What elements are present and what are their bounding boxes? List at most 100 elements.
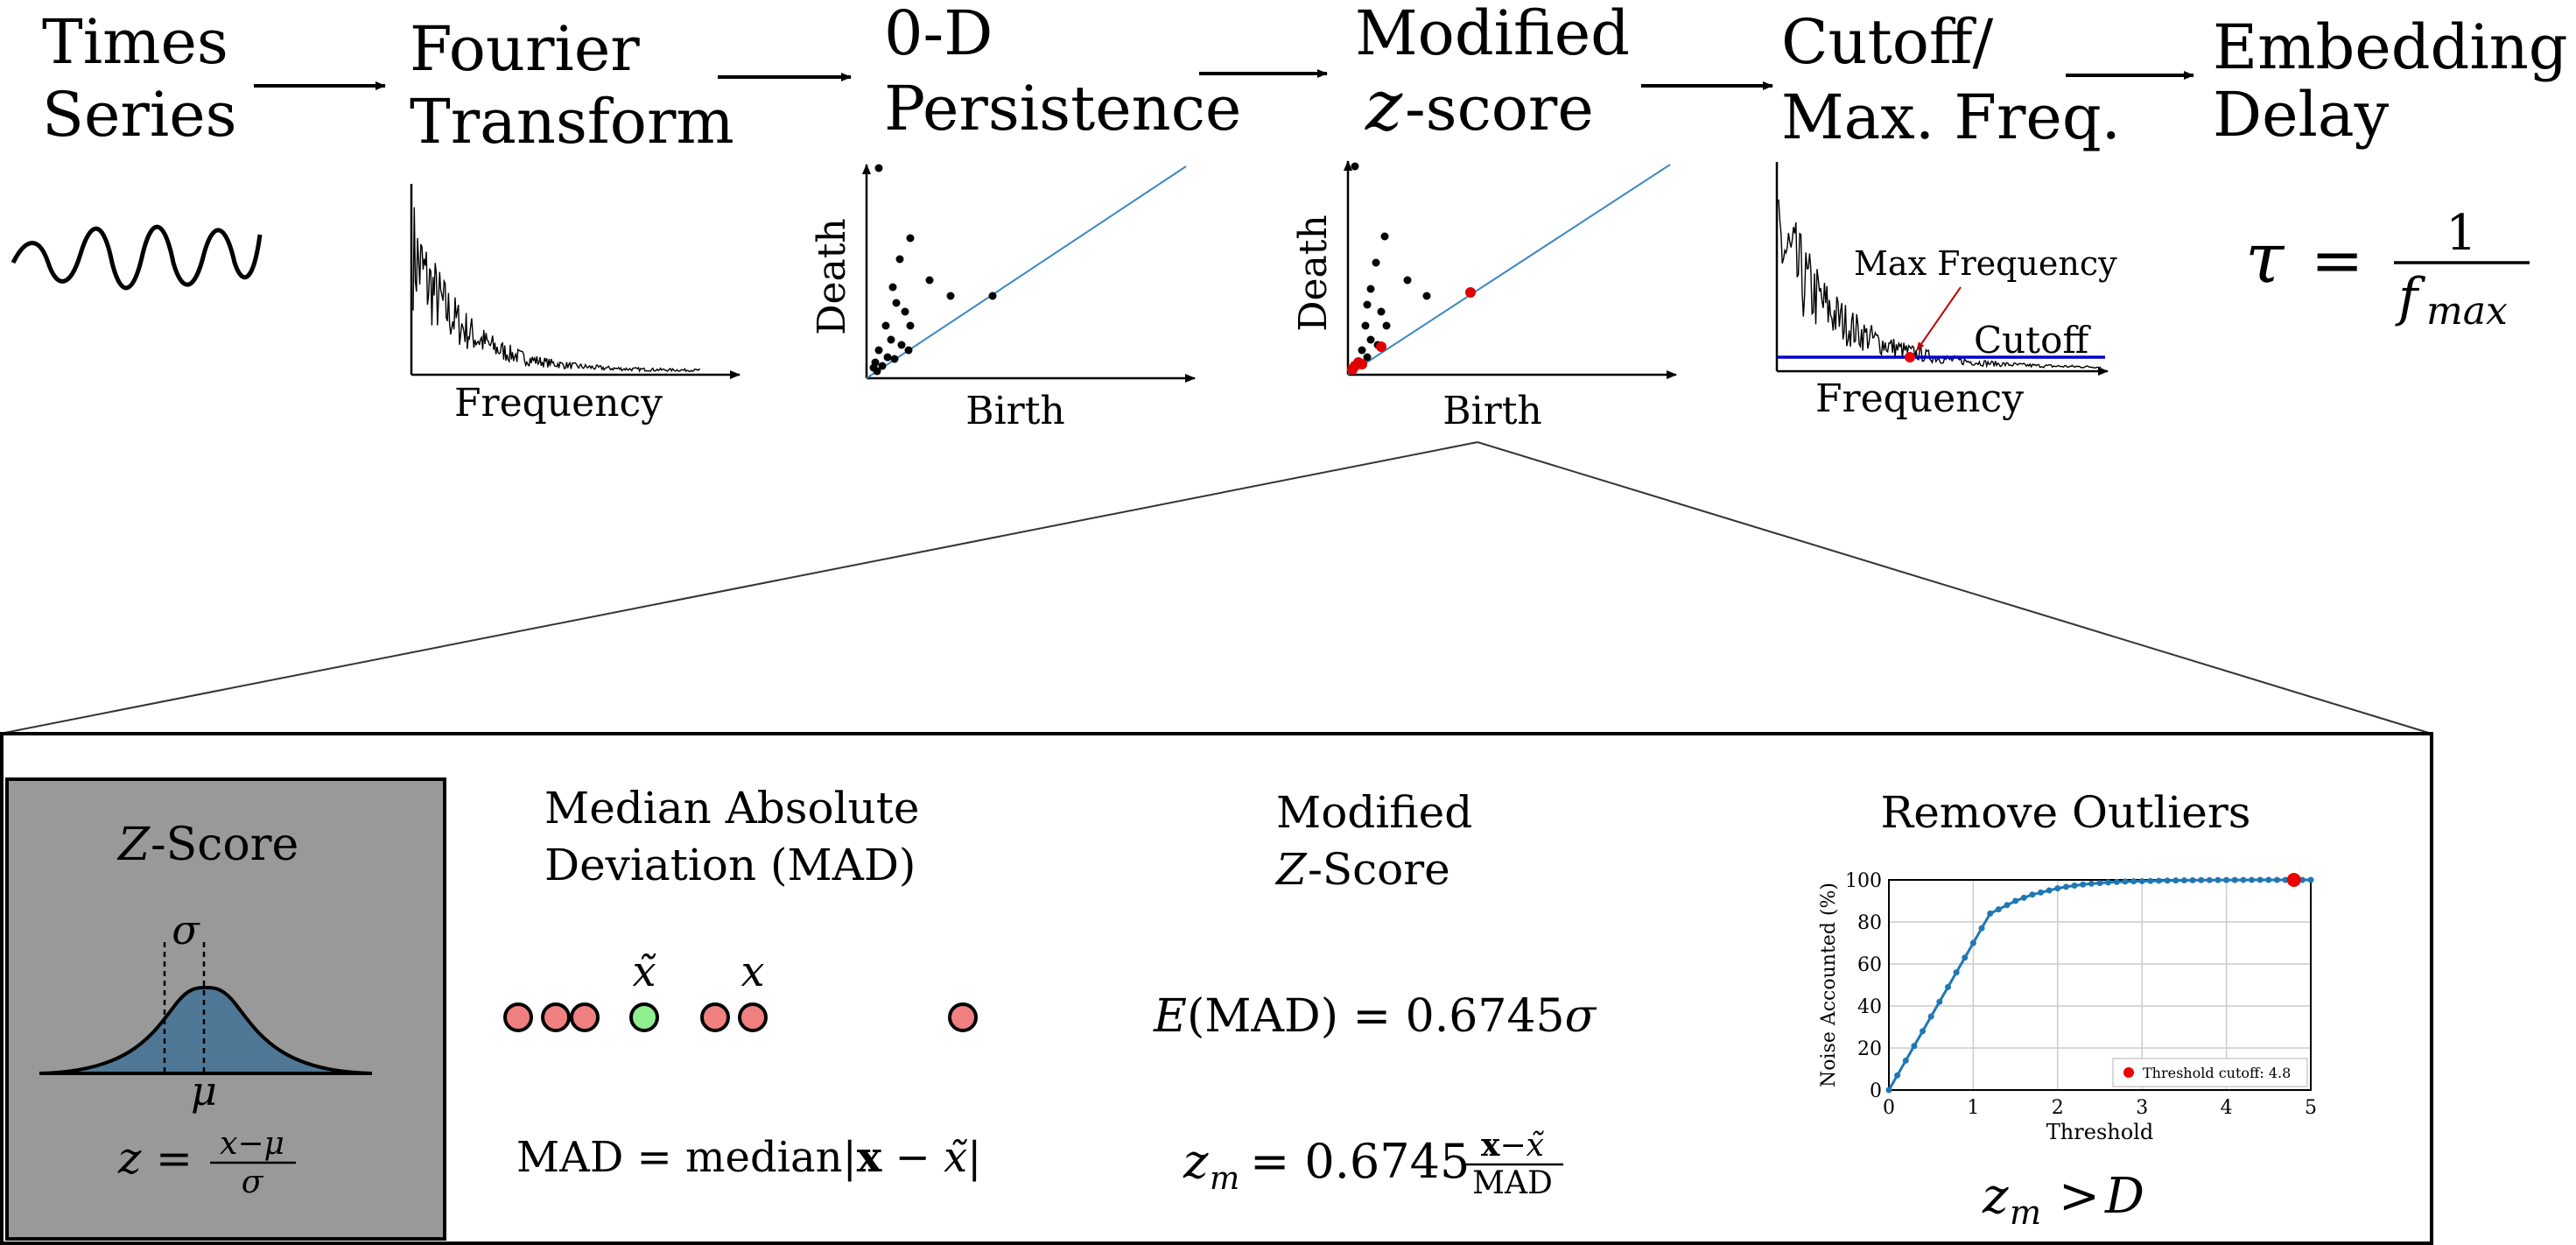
z-formula-lhs: z: [117, 1133, 142, 1184]
step-title-cutoff-line1: Cutoff/: [1781, 6, 1994, 78]
cutoff-plot: Max Frequency Cutoff Frequency: [1775, 162, 2117, 421]
zscore-diagonal: [1347, 164, 1671, 376]
series-point: [1978, 925, 1985, 932]
fourier-spectrum: [412, 207, 701, 373]
series-point: [1969, 939, 1976, 946]
fourier-plot: Frequency: [410, 184, 741, 426]
series-point: [1987, 910, 1994, 917]
series-point: [1944, 983, 1951, 990]
condition-sub: m: [2010, 1193, 2041, 1232]
step-title-cutoff-line2: Max. Freq.: [1781, 81, 2121, 153]
series-point: [2130, 878, 2137, 885]
zscore-ylabel: Death: [1291, 215, 1336, 332]
persistence-points: [869, 164, 997, 376]
zscore-point: [1403, 276, 1412, 285]
persistence-diagonal: [866, 165, 1187, 379]
series-point: [2231, 876, 2238, 883]
x-tick-label: 5: [2305, 1097, 2317, 1119]
persistence-point: [890, 355, 899, 363]
step-title-modified-var: z: [1365, 65, 1403, 146]
series-point: [2206, 876, 2213, 883]
series-point: [1894, 1072, 1901, 1079]
pipeline-titles: Times Series Fourier Transform 0-D Persi…: [42, 0, 2568, 158]
persistence-point: [988, 292, 997, 300]
y-tick-label: 20: [1857, 1038, 1882, 1060]
tau-symbol: τ: [2245, 217, 2285, 299]
step-title-persistence-line1: 0-D: [884, 0, 993, 69]
zscore-point: [1363, 353, 1372, 362]
persistence-point: [946, 292, 955, 300]
condition-op: >: [2059, 1168, 2100, 1225]
series-point: [2105, 879, 2112, 886]
threshold-cutoff-point: [2286, 873, 2301, 887]
series-point: [2020, 894, 2027, 901]
step-title-fourier-line2: Transform: [410, 86, 734, 158]
legend-box: [2112, 1058, 2308, 1087]
series-point: [2164, 877, 2171, 884]
zm-numerator-rest: −x̃: [1500, 1128, 1544, 1164]
series-point: [2147, 877, 2154, 884]
step-title-modified-line1: Modified: [1355, 0, 1630, 69]
zscore-title-var: Z: [116, 819, 151, 871]
zscore-panel: Z -Score σ μ z = x−μ σ: [5, 777, 446, 1241]
persistence-xlabel: Birth: [965, 389, 1064, 433]
zscore-point: [1377, 307, 1386, 316]
persistence-point: [888, 283, 897, 292]
embedding-numerator: 1: [2446, 205, 2477, 262]
mad-formula-rest: − x̃|: [881, 1133, 981, 1182]
fourier-xlabel: Frequency: [454, 381, 663, 426]
zscore-outlier-point: [1376, 341, 1386, 352]
step-title-times-series-line1: Times: [42, 6, 228, 78]
series-point: [1936, 998, 1943, 1005]
series-point: [1920, 1028, 1927, 1035]
series-point: [1927, 1013, 1934, 1020]
modified-z-panel: Modified Z -Score E(MAD) = 0.6745σ z m =…: [1153, 787, 1597, 1201]
outliers-panel: Remove Outliers 0 1 2 3 4 5 0 20 40 60 80 100 Thresh…: [1818, 787, 2317, 1232]
chart-frame: [1888, 879, 2312, 1091]
series-point: [1911, 1043, 1918, 1050]
zscore-point: [1366, 335, 1375, 344]
zscore-plot: Birth Death: [1291, 160, 1677, 433]
legend-marker: [2123, 1067, 2134, 1078]
zscore-point: [1358, 346, 1366, 355]
x-dot-label: x: [741, 947, 764, 996]
persistence-point: [883, 353, 892, 362]
x-tick-label: 0: [1883, 1097, 1895, 1119]
persistence-point: [874, 346, 883, 355]
max-frequency-marker: [1905, 352, 1915, 362]
zscore-point: [1366, 285, 1375, 293]
series-point: [2046, 887, 2053, 894]
series-point: [2096, 880, 2103, 887]
persistence-point: [906, 321, 915, 330]
zscore-outlier-point: [1357, 359, 1367, 369]
series-point: [2113, 878, 2120, 885]
gaussian-curve: [39, 985, 373, 1075]
embedding-formula: τ = 1 f max: [2245, 205, 2530, 334]
series-point: [2273, 876, 2280, 883]
modified-z-title-var: Z: [1274, 844, 1308, 895]
series-point: [2054, 885, 2061, 892]
time-series-wave-icon: [11, 224, 263, 291]
series-point: [1953, 969, 1960, 976]
data-dot: [503, 1002, 533, 1032]
series-point: [2249, 876, 2256, 883]
zscore-point: [1361, 321, 1370, 330]
x-tick-label: 2: [2052, 1097, 2064, 1119]
series-point: [2172, 877, 2179, 884]
persistence-point: [874, 164, 883, 172]
detail-frame: [0, 732, 2433, 1245]
cutoff-xlabel: Frequency: [1815, 376, 2024, 421]
zm-formula-numerator: x−x̃: [1481, 1127, 1544, 1164]
series-point: [2180, 876, 2187, 883]
zscore-title-rest: -Score: [151, 819, 298, 871]
series-point: [2080, 881, 2087, 888]
series-point: [2004, 902, 2011, 909]
mad-title-line1: Median Absolute: [544, 783, 919, 834]
persistence-point: [901, 307, 909, 316]
zscore-outlier-point: [1465, 287, 1476, 298]
series-point: [2071, 882, 2078, 889]
cutoff-spectrum: [1778, 199, 2102, 369]
median-dot: [629, 1002, 659, 1032]
y-tick-label: 60: [1857, 954, 1882, 976]
